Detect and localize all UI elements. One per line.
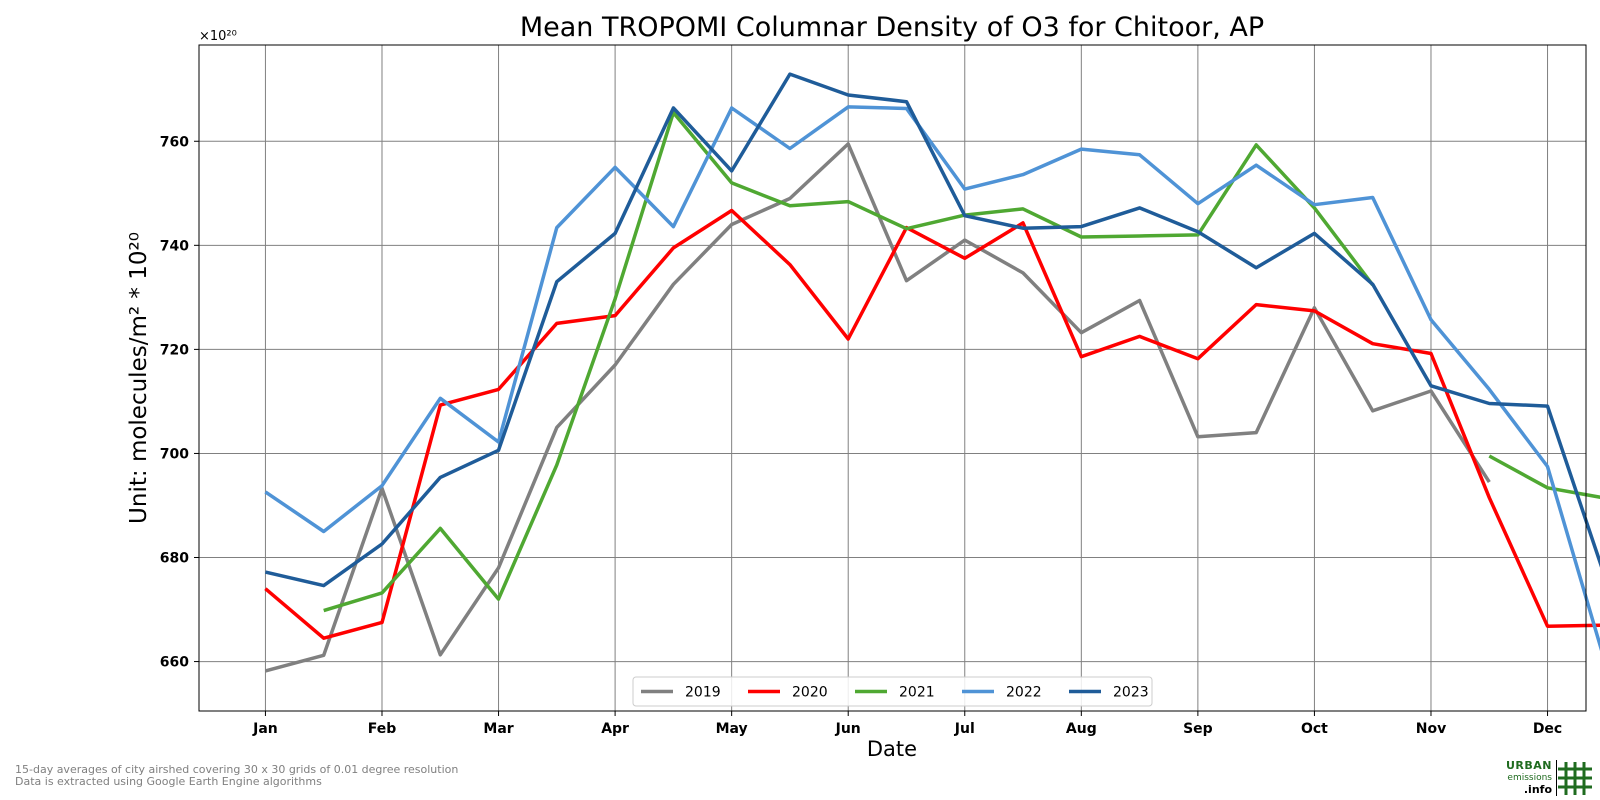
urbanemissions-logo: URBAN emissions .info	[1498, 760, 1594, 796]
grid	[199, 45, 1586, 711]
series-2023	[265, 72, 1600, 588]
logo-text-urban: URBAN	[1505, 759, 1552, 772]
footer-note-2: Data is extracted using Google Earth Eng…	[15, 775, 322, 788]
legend-box	[632, 676, 1153, 707]
series-line-2020	[264, 208, 1600, 640]
x-tick-label: Dec	[1533, 721, 1562, 737]
series-2020	[264, 208, 1600, 640]
x-tick-label: Jan	[252, 721, 278, 737]
logo-text-emissions: emissions	[1507, 773, 1552, 783]
series-2022	[264, 105, 1600, 652]
y-tick-label: 660	[160, 655, 189, 671]
y-tick-label: 700	[160, 446, 189, 462]
x-tick-label: Oct	[1301, 721, 1328, 737]
series-line-2022	[264, 105, 1600, 652]
legend-label-2023: 2023	[1113, 685, 1149, 701]
legend: 2019 2020 2021 2022 2023	[632, 676, 1153, 707]
legend-label-2021: 2021	[899, 685, 935, 701]
x-tick-label: May	[716, 721, 748, 737]
series-2019	[264, 142, 1491, 673]
x-tick-label: Jun	[835, 721, 861, 737]
chart-title: Mean TROPOMI Columnar Density of O3 for …	[520, 12, 1264, 43]
x-axis-label: Date	[867, 737, 917, 761]
legend-label-2020: 2020	[792, 685, 828, 701]
x-tick-label: Nov	[1416, 721, 1446, 737]
y-tick-label: 740	[160, 238, 189, 254]
y-tick-label: 720	[160, 342, 189, 358]
x-tick-label: Mar	[483, 721, 513, 737]
logo-grid-icon	[1556, 760, 1592, 796]
legend-label-2019: 2019	[685, 685, 721, 701]
legend-label-2022: 2022	[1006, 685, 1042, 701]
x-tick-label: Jul	[954, 721, 975, 737]
series-line-2023	[265, 72, 1600, 588]
plot-frame	[198, 44, 1587, 712]
y-tick-label: 760	[160, 134, 189, 150]
y-tick-label: 680	[160, 551, 189, 567]
series-line-2021	[323, 110, 1375, 613]
y-axis-label: Unit: molecules/m² * 10²⁰	[126, 232, 152, 524]
x-tick-label: Feb	[368, 721, 397, 737]
series-lines	[264, 72, 1600, 673]
axis-ticks: Jan Feb Mar Apr May Jun Jul Aug Sep Oct Nov Dec 660 6…	[160, 134, 1562, 737]
logo-text-info: .info	[1523, 783, 1552, 796]
y-axis-offset-label: ×10²⁰	[199, 29, 237, 44]
footer-note-1: 15-day averages of city airshed covering…	[15, 763, 459, 776]
series-line-2019	[264, 142, 1491, 673]
x-tick-label: Apr	[601, 721, 629, 737]
x-tick-label: Sep	[1183, 721, 1213, 737]
x-tick-label: Aug	[1066, 721, 1097, 737]
footer-notes: 15-day averages of city airshed covering…	[15, 764, 458, 788]
